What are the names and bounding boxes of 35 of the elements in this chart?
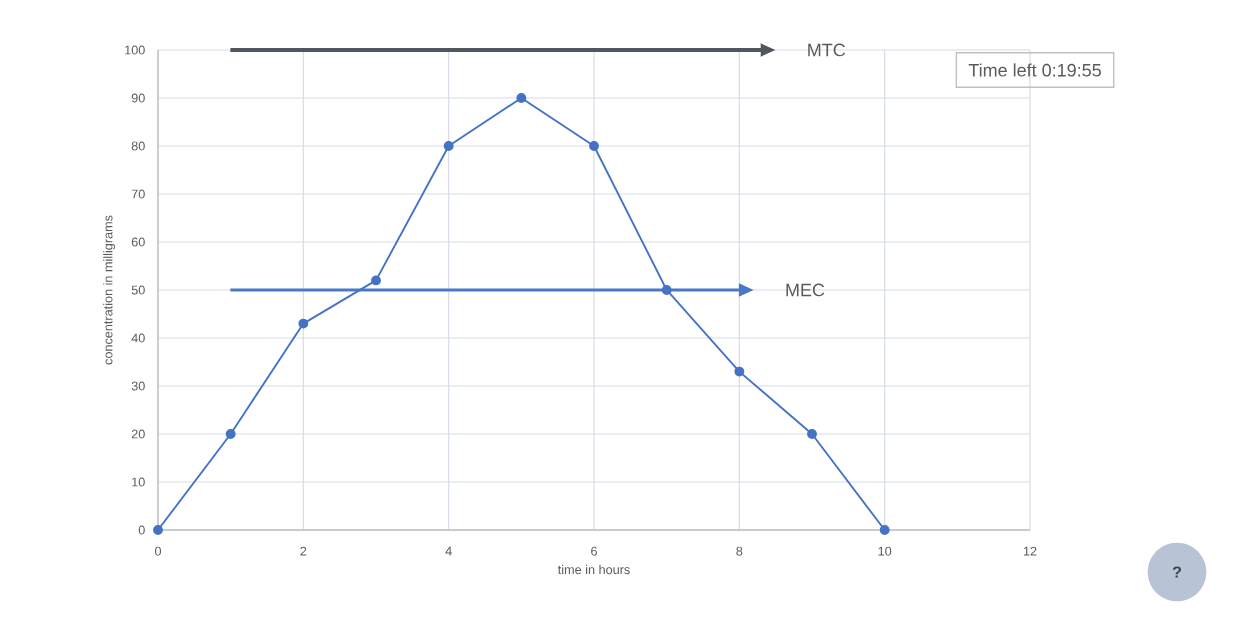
y-tick-label: 0 <box>138 525 145 535</box>
point <box>225 429 236 439</box>
y-tick-label: 80 <box>131 141 145 151</box>
text: ? <box>1172 566 1181 578</box>
x-axis-title: time in hours <box>557 564 630 575</box>
y-tick-label: 50 <box>131 285 145 295</box>
y-tick-label: 60 <box>131 237 145 247</box>
y-axis-title: concentration in milligrams <box>103 215 116 365</box>
point <box>443 141 454 151</box>
point <box>879 525 890 535</box>
annotation: MEC <box>786 283 825 297</box>
x-tick-label: 0 <box>154 546 162 556</box>
x-tick-label: 8 <box>736 546 743 556</box>
y-tick-label: 40 <box>131 333 145 343</box>
x-tick-label: 12 <box>1023 546 1037 556</box>
point <box>589 141 599 151</box>
annotation: Time left 0:19:55 <box>968 63 1101 77</box>
point <box>298 318 309 329</box>
x-tick-label: 10 <box>878 546 892 556</box>
point <box>734 366 745 377</box>
point <box>371 275 381 286</box>
x-tick-label: 4 <box>445 546 452 556</box>
y-tick-label: 100 <box>125 45 145 55</box>
y-tick-label: 30 <box>131 381 145 391</box>
point <box>661 285 672 295</box>
point <box>516 93 527 103</box>
y-tick-label: 90 <box>131 93 145 103</box>
x-tick-label: 6 <box>591 546 597 556</box>
y-tick-label: 10 <box>132 477 145 487</box>
annotation: MTC <box>808 43 846 57</box>
point <box>153 525 163 535</box>
y-tick-label: 70 <box>131 189 145 199</box>
y-tick-label: 20 <box>131 429 145 439</box>
point <box>807 429 817 439</box>
x-tick-label: 2 <box>300 546 307 556</box>
